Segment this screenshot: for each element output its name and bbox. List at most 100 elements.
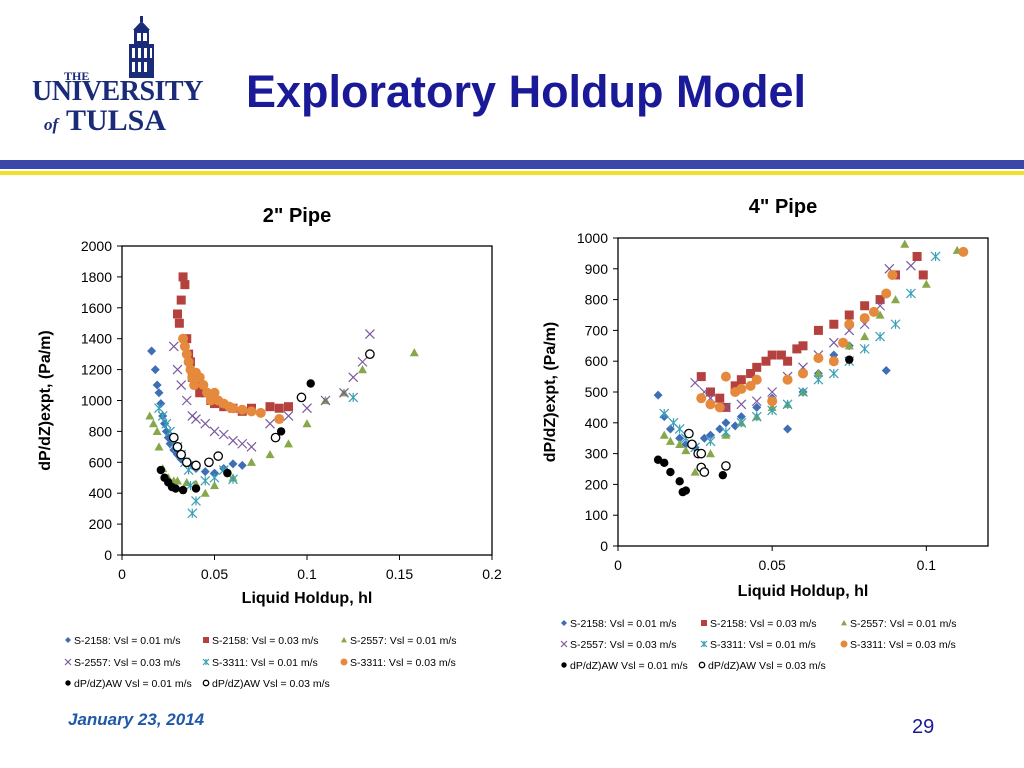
legend-label: S-3311: Vsl = 0.01 m/s [710,639,816,651]
legend-marker [698,661,706,669]
series-7 [168,349,375,471]
data-point [767,387,778,397]
logo-of: of [44,115,59,134]
data-point [782,399,793,410]
data-point [154,403,164,414]
data-point [265,450,275,459]
data-point [860,332,870,341]
legend-marker [561,662,567,668]
legend-marker [841,620,847,626]
data-point [255,407,266,418]
x-tick-label: 0.1 [297,566,317,582]
data-point [176,295,186,305]
data-point [684,428,694,439]
data-point [665,436,675,445]
data-point [782,374,793,385]
data-point [666,467,675,477]
series-5 [696,246,969,413]
data-point [191,460,201,471]
data-point [798,368,808,379]
x-tick-label: 0.05 [201,566,228,582]
legend-marker [202,658,210,666]
data-point [302,403,312,414]
x-axis-label: Liquid Holdup, hl [738,583,869,600]
legend-label: dP/dZ)AW Vsl = 0.01 m/s [570,660,688,672]
y-axis-label: dP/dZ)expt, (Pa/m) [37,330,54,470]
data-point [274,414,285,425]
data-point [409,348,419,357]
page-number: 29 [912,716,935,738]
data-point [767,405,778,416]
data-point [348,392,359,403]
data-point [191,496,201,506]
data-point [859,343,870,354]
data-point [339,387,349,398]
data-point [736,375,746,385]
data-point [284,439,293,448]
header-rule-blue [0,160,1024,169]
data-point [191,414,201,424]
data-point [172,364,183,375]
legend-label: S-2557: Vsl = 0.01 m/s [850,618,957,630]
data-point [237,404,248,415]
data-point [930,251,941,262]
data-point [890,319,901,330]
data-point [761,356,771,366]
data-point [690,377,701,388]
data-point [191,484,201,493]
data-point [178,485,188,495]
data-point [174,318,184,328]
data-point [705,399,716,410]
legend-label: S-2557: Vsl = 0.01 m/s [350,635,457,647]
data-point [173,476,182,485]
data-point [813,325,823,335]
x-tick-label: 0.15 [386,566,413,582]
data-point [792,344,802,354]
y-axis-label: dP/dZ)expt, (Pa/m) [542,322,559,462]
data-point [180,280,190,290]
legend-label: S-2557: Vsl = 0.03 m/s [74,657,181,669]
y-tick-label: 0 [600,538,608,554]
footer-date: January 23, 2014 [68,710,205,729]
data-point [237,460,247,470]
series-7 [684,428,731,477]
data-point [358,365,367,374]
data-point [751,411,762,422]
series-3 [168,329,375,452]
data-point [813,374,824,385]
data-point [176,449,187,460]
data-point [228,459,238,469]
data-point [958,246,969,257]
data-point [200,475,211,486]
data-point [183,356,194,367]
legend-marker [202,679,210,687]
data-point [660,458,669,468]
data-point [674,424,685,434]
data-point [173,309,182,319]
data-point [320,395,331,406]
data-point [746,369,756,379]
data-point [730,421,740,431]
data-point [681,486,691,495]
data-point [357,356,368,367]
data-point [200,488,210,497]
legend-marker [700,640,708,648]
data-point [696,372,706,382]
legend-label: S-2557: Vsl = 0.03 m/s [570,639,677,651]
data-point [696,448,707,459]
data-point [699,433,709,443]
data-point [875,331,886,342]
data-point [181,395,192,406]
logo-tulsa: TULSA [66,104,167,137]
y-tick-label: 1600 [81,300,112,316]
data-point [246,406,257,417]
legend-label: dP/dZ)AW Vsl = 0.01 m/s [74,678,192,690]
legend-marker [65,680,71,686]
data-point [675,477,684,486]
y-tick-label: 100 [585,507,609,523]
data-point [721,418,731,428]
data-point [881,365,891,375]
data-point [306,379,315,388]
data-point [918,270,928,280]
data-point [730,381,740,391]
